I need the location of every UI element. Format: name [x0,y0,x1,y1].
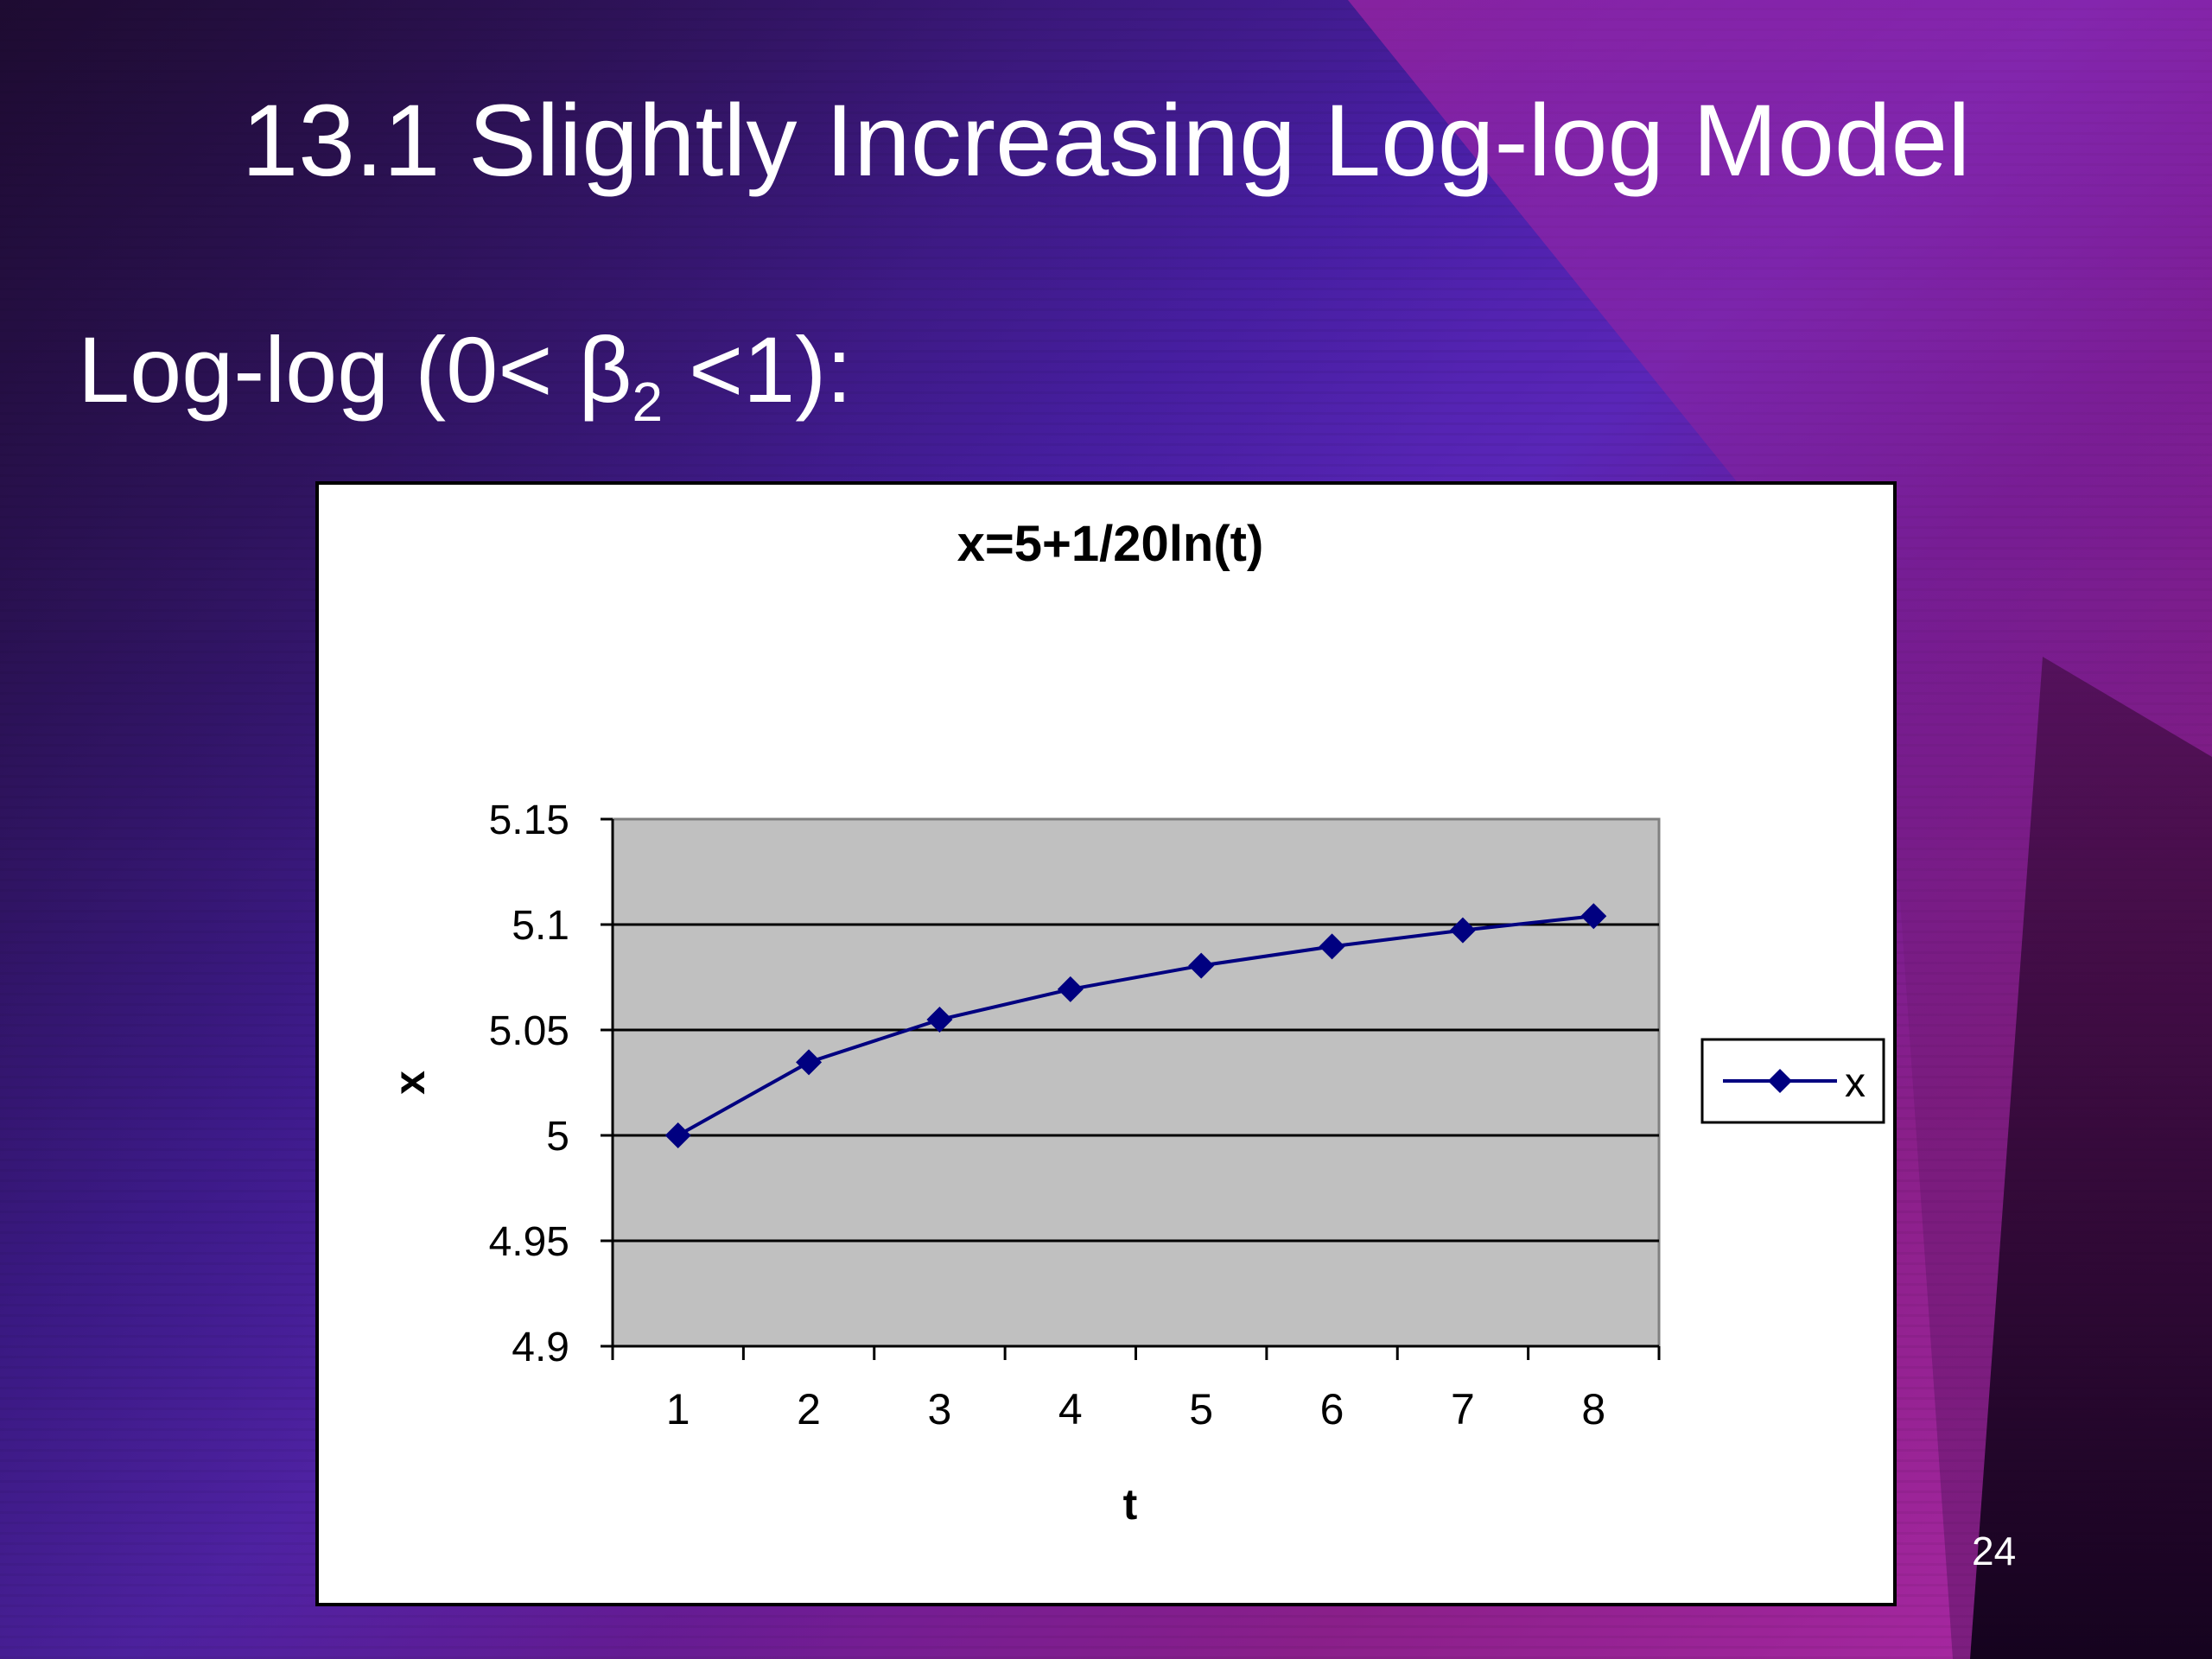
data-point-marker [1319,933,1345,960]
y-axis-ticks: 4.9 4.95 5 5.05 5.1 5.15 [489,798,613,1370]
subtitle-subscript: 2 [632,371,664,433]
legend-marker [1768,1069,1792,1093]
series-line [677,914,1594,1137]
y-axis-title: x [385,1071,434,1095]
x-axis-ticks: 1 2 3 4 5 6 7 8 [611,1346,1661,1433]
x-tick-label: 7 [1451,1385,1475,1433]
x-tick-label: 2 [797,1385,821,1433]
series-layer [664,903,1607,1148]
data-point-marker [1188,952,1215,979]
chart-title: x=5+1/20ln(t) [957,516,1264,572]
y-tick-label: 5 [546,1114,569,1160]
x-tick-label: 5 [1189,1385,1213,1433]
data-point-marker [926,1007,953,1033]
y-tick-label: 5.15 [489,798,569,843]
legend-label: x [1845,1060,1866,1106]
page-number: 24 [1972,1529,2017,1573]
subtitle-prefix: Log-log (0< β [78,317,632,422]
data-point-marker [664,1122,691,1148]
subtitle-suffix: <1): [663,317,853,422]
x-axis-title: t [1123,1480,1138,1529]
data-point-marker [1057,976,1084,1002]
x-tick-label: 3 [928,1385,952,1433]
background-shard-bottom-right [1970,657,2212,1659]
x-tick-label: 4 [1058,1385,1083,1433]
slide-title: 13.1 Slightly Increasing Log-log Model [241,84,1971,198]
x-tick-label: 8 [1581,1385,1605,1433]
plot-area [611,817,1661,1348]
x-tick-label: 1 [666,1385,690,1433]
y-tick-label: 4.95 [489,1219,569,1265]
data-point-marker [1580,903,1607,930]
x-tick-label: 6 [1320,1385,1344,1433]
data-point-marker [796,1049,823,1076]
legend: x [1700,1038,1885,1124]
y-tick-label: 4.9 [512,1325,569,1370]
chart-frame: x=5+1/20ln(t) 4.9 4.95 5 5.05 5.1 5.15 1 2 3 4 5 6… [315,481,1897,1606]
chart: x=5+1/20ln(t) 4.9 4.95 5 5.05 5.1 5.15 1 2 3 4 5 6… [385,516,1885,1529]
slide-subtitle: Log-log (0< β2 <1): [78,315,852,434]
gridlines [613,923,1659,1243]
data-point-marker [1449,917,1476,944]
y-tick-label: 5.05 [489,1008,569,1054]
y-tick-label: 5.1 [512,903,569,949]
